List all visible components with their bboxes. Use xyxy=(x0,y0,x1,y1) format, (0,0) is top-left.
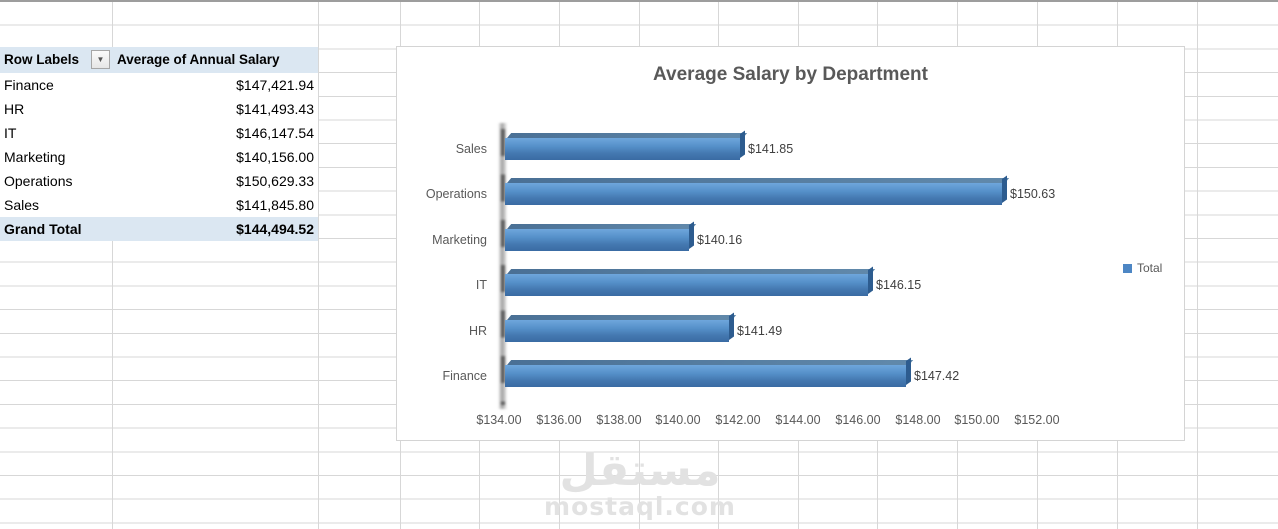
gridline xyxy=(1197,2,1198,529)
row-label[interactable]: Finance xyxy=(4,77,54,93)
category-label: HR xyxy=(468,324,487,338)
category-label: Sales xyxy=(455,142,487,156)
chart-area[interactable]: Average Salary by Department Sales $141.… xyxy=(396,46,1185,441)
data-label: $141.85 xyxy=(748,142,794,156)
x-tick: $148.00 xyxy=(895,413,941,427)
row-value[interactable]: $146,147.54 xyxy=(236,125,314,141)
sheet-top-border xyxy=(0,0,1278,2)
row-value[interactable]: $141,845.80 xyxy=(236,197,314,213)
x-tick: $146.00 xyxy=(835,413,881,427)
x-tick: $150.00 xyxy=(954,413,1000,427)
pivot-header-row: Row Labels ▼ Average of Annual Salary xyxy=(0,47,318,73)
pivot-table: Row Labels ▼ Average of Annual Salary Fi… xyxy=(0,47,318,241)
watermark-domain: mostaql.com xyxy=(544,492,736,521)
gridline xyxy=(318,2,319,529)
x-tick: $152.00 xyxy=(1014,413,1060,427)
x-tick: $134.00 xyxy=(476,413,522,427)
row-value[interactable]: $141,493.43 xyxy=(236,101,314,117)
bar-it[interactable] xyxy=(505,274,868,296)
bar-hr[interactable] xyxy=(505,320,729,342)
bar-sales[interactable] xyxy=(505,138,740,160)
bar-row-sales: Sales $141.85 xyxy=(397,138,1184,160)
watermark: مستقل mostaql.com xyxy=(520,448,760,520)
row-value[interactable]: $140,156.00 xyxy=(236,149,314,165)
category-label: Operations xyxy=(425,187,487,201)
data-label: $140.16 xyxy=(697,233,743,247)
chart-title[interactable]: Average Salary by Department xyxy=(653,64,928,85)
pivot-row-hr[interactable]: HR $141,493.43 xyxy=(0,97,318,121)
bar-row-operations: Operations $150.63 xyxy=(397,183,1184,205)
data-label: $146.15 xyxy=(876,278,922,292)
row-label[interactable]: Marketing xyxy=(4,149,66,165)
bar-row-it: IT $146.15 xyxy=(397,274,1184,296)
row-value[interactable]: $150,629.33 xyxy=(236,173,314,189)
watermark-arabic-logo: مستقل xyxy=(559,445,721,496)
bar-marketing[interactable] xyxy=(505,229,689,251)
row-label[interactable]: IT xyxy=(4,125,17,141)
legend-swatch-icon xyxy=(1123,263,1132,273)
data-label: $141.49 xyxy=(737,324,783,338)
grand-total-value[interactable]: $144,494.52 xyxy=(236,221,314,237)
pivot-grand-total-row[interactable]: Grand Total $144,494.52 xyxy=(0,217,318,241)
pivot-row-it[interactable]: IT $146,147.54 xyxy=(0,121,318,145)
pivot-row-labels-header[interactable]: Row Labels xyxy=(4,52,80,67)
bar-row-marketing: Marketing $140.16 xyxy=(397,229,1184,251)
pivot-row-finance[interactable]: Finance $147,421.94 xyxy=(0,73,318,97)
bar-operations[interactable] xyxy=(505,183,1002,205)
row-value[interactable]: $147,421.94 xyxy=(236,77,314,93)
data-label: $150.63 xyxy=(1010,187,1056,201)
x-tick: $142.00 xyxy=(715,413,761,427)
category-label: Marketing xyxy=(432,233,487,247)
row-label[interactable]: Operations xyxy=(4,173,73,189)
gridline xyxy=(112,2,113,529)
legend-label: Total xyxy=(1137,261,1163,275)
filter-dropdown-icon[interactable]: ▼ xyxy=(91,50,110,69)
row-label[interactable]: Sales xyxy=(4,197,40,213)
pivot-row-operations[interactable]: Operations $150,629.33 xyxy=(0,169,318,193)
bar-finance[interactable] xyxy=(505,365,906,387)
category-label: Finance xyxy=(442,369,487,383)
pivot-row-marketing[interactable]: Marketing $140,156.00 xyxy=(0,145,318,169)
bar-row-finance: Finance $147.42 xyxy=(397,365,1184,387)
pivot-value-column-header[interactable]: Average of Annual Salary xyxy=(117,52,280,67)
chart-legend[interactable]: Total xyxy=(1123,261,1162,275)
data-label: $147.42 xyxy=(914,369,960,383)
pivot-row-sales[interactable]: Sales $141,845.80 xyxy=(0,193,318,217)
category-label: IT xyxy=(475,278,487,292)
x-axis[interactable]: $134.00 $136.00 $138.00 $140.00 $142.00 … xyxy=(397,413,1184,431)
x-tick: $144.00 xyxy=(775,413,821,427)
x-tick: $140.00 xyxy=(655,413,701,427)
x-tick: $136.00 xyxy=(536,413,582,427)
row-label[interactable]: HR xyxy=(4,101,25,117)
bar-row-hr: HR $141.49 xyxy=(397,320,1184,342)
chart-3d-wall-shading xyxy=(501,129,505,405)
x-tick: $138.00 xyxy=(596,413,642,427)
grand-total-label[interactable]: Grand Total xyxy=(4,221,82,237)
